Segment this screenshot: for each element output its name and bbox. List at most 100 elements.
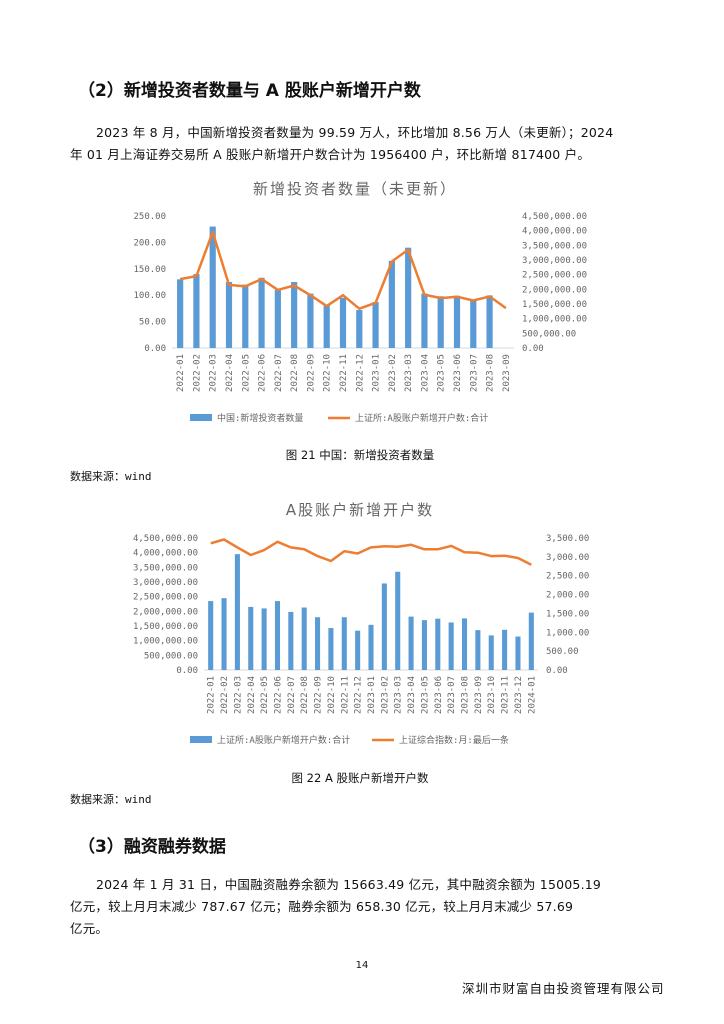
paragraph-line: 2023 年 8 月，中国新增投资者数量为 99.59 万人，环比增加 8.56…: [96, 125, 614, 140]
y2-tick-label: 500,000.00: [522, 329, 576, 339]
y-tick-label: 100.00: [133, 291, 166, 301]
y-tick-label: 3,000,000.00: [133, 578, 198, 588]
bar: [209, 226, 216, 348]
x-tick-label: 2023-09: [474, 676, 484, 714]
x-tick-label: 2022-10: [327, 676, 337, 714]
bar: [515, 636, 521, 670]
series-line: [179, 230, 507, 310]
x-tick-label: 2023-11: [501, 676, 511, 714]
x-tick-label: 2023-01: [372, 354, 382, 392]
x-tick-label: 2023-08: [461, 676, 471, 714]
x-tick-label: 2022-03: [233, 676, 243, 714]
y2-tick-label: 2,000.00: [546, 591, 589, 601]
bar: [225, 282, 233, 348]
y2-tick-label: 1,000.00: [546, 628, 589, 638]
y-tick-label: 2,000,000.00: [133, 607, 198, 617]
bar: [208, 601, 214, 670]
y-tick-label: 0.00: [176, 666, 198, 676]
y-tick-label: 1,000,000.00: [133, 637, 198, 647]
bar: [341, 617, 347, 670]
x-tick-label: 2022-02: [220, 676, 230, 714]
paragraph-line: 亿元，较上月月末减少 787.67 亿元；融券余额为 658.30 亿元，较上月…: [70, 899, 574, 914]
bar: [242, 284, 249, 348]
x-tick-label: 2023-06: [434, 676, 444, 714]
y2-tick-label: 3,000.00: [546, 553, 589, 563]
x-tick-label: 2022-07: [274, 354, 284, 392]
bar: [448, 622, 454, 670]
x-tick-label: 2022-09: [314, 676, 324, 714]
x-tick-label: 2023-07: [447, 676, 457, 714]
legend-swatch-bar: [190, 736, 212, 743]
legend-label: 上证所:A股账户新增开户数:合计: [355, 412, 488, 424]
bar: [301, 607, 307, 670]
bar: [261, 608, 267, 670]
y2-tick-label: 4,500,000.00: [522, 212, 587, 222]
legend-label: 上证所:A股账户新增开户数:合计: [217, 734, 350, 746]
data-source: 数据来源：wind: [70, 470, 152, 483]
bar: [421, 293, 428, 348]
section-heading: （2）新增投资者数量与 A 股账户新增开户数: [78, 81, 421, 101]
y-tick-label: 4,000,000.00: [133, 549, 198, 559]
page-number: 14: [355, 960, 369, 971]
x-tick-label: 2022-11: [339, 354, 349, 392]
legend-label: 上证综合指数:月:最后一条: [399, 734, 509, 746]
x-tick-label: 2023-09: [502, 354, 512, 392]
x-tick-label: 2022-02: [192, 354, 202, 392]
x-tick-label: 2022-05: [260, 676, 270, 714]
bar: [528, 612, 534, 670]
x-tick-label: 2022-08: [300, 676, 310, 714]
y2-tick-label: 2,000,000.00: [522, 285, 587, 295]
x-tick-label: 2023-12: [514, 676, 524, 714]
investors-chart: 250.00 200.00 150.00 100.00 50.00 0.00 4,500,0…: [133, 212, 587, 424]
x-tick-label: 2022-01: [176, 354, 186, 392]
bar: [475, 630, 481, 670]
bar: [307, 293, 314, 348]
x-tick-label: 2022-06: [273, 676, 283, 714]
y-tick-label: 4,500,000.00: [133, 534, 198, 544]
y-tick-label: 1,500,000.00: [133, 622, 198, 632]
bar: [408, 616, 414, 670]
bar: [435, 618, 441, 670]
x-tick-label: 2022-05: [241, 354, 251, 392]
x-tick-label: 2022-12: [355, 354, 365, 392]
y2-tick-label: 0.00: [522, 344, 544, 354]
y2-tick-label: 1,500,000.00: [522, 300, 587, 310]
y-tick-label: 250.00: [133, 212, 166, 222]
bar: [405, 247, 412, 348]
bar: [234, 554, 240, 670]
bar: [437, 296, 444, 348]
x-tick-label: 2022-04: [247, 676, 257, 714]
bar: [248, 606, 254, 670]
paragraph-line: 2024 年 1 月 31 日，中国融资融券余额为 15663.49 亿元，其中…: [96, 877, 602, 892]
y-tick-label: 150.00: [133, 265, 166, 275]
legend-swatch-bar: [190, 414, 212, 421]
y2-tick-label: 0.00: [546, 666, 568, 676]
bar: [368, 624, 374, 670]
bar: [372, 302, 379, 348]
x-tick-label: 2023-10: [487, 676, 497, 714]
x-tick-label: 2022-06: [258, 354, 268, 392]
x-tick-label: 2022-03: [209, 354, 219, 392]
y-tick-label: 3,500,000.00: [133, 563, 198, 573]
bar: [502, 629, 508, 670]
y2-tick-label: 2,500.00: [546, 572, 589, 582]
x-tick-label: 2022-12: [354, 676, 364, 714]
bar: [288, 611, 294, 670]
y2-tick-label: 500.00: [546, 647, 579, 657]
bar: [486, 295, 493, 348]
x-tick-label: 2023-04: [420, 354, 430, 392]
series-line: [210, 538, 532, 566]
bar: [315, 617, 321, 670]
y-tick-label: 0.00: [144, 344, 166, 354]
y-tick-label: 50.00: [139, 318, 166, 328]
bar: [221, 598, 227, 670]
y2-tick-label: 4,000,000.00: [522, 227, 587, 237]
x-tick-label: 2023-03: [394, 676, 404, 714]
y2-tick-label: 1,000,000.00: [522, 315, 587, 325]
bar: [381, 583, 387, 670]
x-tick-label: 2023-08: [486, 354, 496, 392]
bar: [356, 309, 363, 348]
x-tick-label: 2023-05: [420, 676, 430, 714]
bar: [461, 618, 468, 670]
accounts-chart: 4,500,000.00 4,000,000.00 3,500,000.00 3,00…: [133, 534, 589, 746]
